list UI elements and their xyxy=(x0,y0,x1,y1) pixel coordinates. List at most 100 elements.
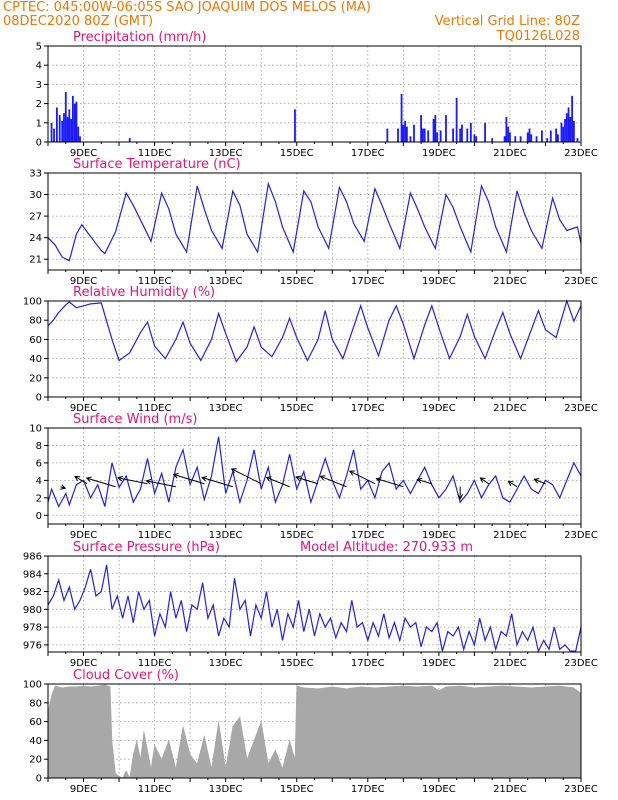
precip-bar xyxy=(567,107,570,142)
precip-bar xyxy=(58,115,61,142)
precip-bar xyxy=(452,128,454,142)
x-tick-label: 13DEC xyxy=(209,530,243,541)
precip-bar xyxy=(572,120,575,142)
wind-arrow xyxy=(265,476,290,488)
x-tick-label: 9DEC xyxy=(70,784,97,795)
precip-bar xyxy=(55,107,58,142)
y-tick-label: 3 xyxy=(36,80,42,91)
x-tick-label: 9DEC xyxy=(70,658,97,669)
series-line-3 xyxy=(47,299,582,363)
y-tick-label: 4 xyxy=(36,476,42,487)
x-tick-label: 11DEC xyxy=(138,658,172,669)
precip-bar xyxy=(528,128,531,142)
precip-bar xyxy=(555,128,558,142)
x-tick-label: 17DEC xyxy=(351,530,385,541)
y-tick-label: 4 xyxy=(36,61,42,72)
precip-bar xyxy=(541,130,543,142)
x-tick-label: 17DEC xyxy=(351,276,385,287)
precip-bar xyxy=(491,138,494,142)
precip-bar xyxy=(535,136,538,142)
header-grid-note: Vertical Grid Line: 80Z xyxy=(434,14,580,29)
x-tick-label: 19DEC xyxy=(422,530,456,541)
x-tick-label: 19DEC xyxy=(422,658,456,669)
series-line-5 xyxy=(47,564,582,653)
precip-bar xyxy=(427,130,430,142)
precip-bar xyxy=(50,122,53,142)
wind-arrow xyxy=(60,484,67,490)
precip-bar xyxy=(576,138,579,142)
precip-bar xyxy=(434,115,437,142)
wind-arrow xyxy=(145,478,177,488)
y-tick-label: 2 xyxy=(36,99,42,110)
y-tick-label: 20 xyxy=(29,755,42,766)
precip-bar xyxy=(66,117,69,142)
precip-bar xyxy=(461,124,463,142)
x-tick-label: 17DEC xyxy=(351,784,385,795)
x-tick-label: 13DEC xyxy=(209,658,243,669)
y-tick-label: 0 xyxy=(36,511,42,522)
x-tick-label: 9DEC xyxy=(70,530,97,541)
precip-bar xyxy=(459,128,462,142)
model-altitude-note: Model Altitude: 270.933 m xyxy=(300,540,473,555)
precip-bar xyxy=(75,101,78,142)
x-tick-label: 23DEC xyxy=(564,530,598,541)
x-tick-label: 9DEC xyxy=(70,403,97,414)
panel-title-2: Surface Temperature (nC) xyxy=(73,157,241,172)
precip-bar xyxy=(71,95,74,142)
panel-frame xyxy=(47,555,582,653)
panel-6: Cloud Cover (%) 0 20 40 60 80 100 9DEC 11DEC 13DE… xyxy=(23,668,598,795)
x-tick-label: 21DEC xyxy=(493,658,527,669)
precip-bar xyxy=(432,118,435,142)
precip-bar xyxy=(473,134,476,142)
x-tick-label: 23DEC xyxy=(564,403,598,414)
x-tick-label: 13DEC xyxy=(209,276,243,287)
y-tick-label: 984 xyxy=(23,569,42,580)
panel-3: Relative Humidity (%) 0 20 40 60 80 100 9DEC 11D… xyxy=(23,285,598,414)
y-tick-label: 60 xyxy=(29,335,42,346)
series-line-4 xyxy=(47,436,582,508)
precip-bar xyxy=(420,115,422,142)
x-tick-label: 15DEC xyxy=(280,403,314,414)
wind-arrow xyxy=(201,476,233,488)
x-tick-label: 23DEC xyxy=(564,784,598,795)
y-tick-label: 40 xyxy=(29,354,42,365)
x-tick-label: 11DEC xyxy=(138,403,172,414)
precip-bar xyxy=(549,130,552,142)
precip-bar xyxy=(436,132,438,142)
y-tick-label: 982 xyxy=(23,587,42,598)
y-tick-label: 33 xyxy=(29,169,42,180)
precip-bar xyxy=(507,126,510,142)
y-tick-label: 0 xyxy=(36,138,42,149)
x-tick-label: 23DEC xyxy=(564,148,598,159)
precip-bar xyxy=(402,124,405,142)
wind-arrow xyxy=(479,477,489,485)
x-tick-label: 19DEC xyxy=(422,784,456,795)
x-tick-label: 23DEC xyxy=(564,658,598,669)
precip-bar xyxy=(469,122,472,142)
y-tick-label: 986 xyxy=(23,552,42,563)
header-run-date: 08DEC2020 80Z (GMT) xyxy=(3,14,154,29)
panel-2: Surface Temperature (nC) 21 24 27 30 33 9DEC 11… xyxy=(29,157,598,287)
precip-bar xyxy=(530,134,533,142)
precip-bar xyxy=(564,118,566,142)
x-tick-label: 21DEC xyxy=(493,148,527,159)
precip-bar xyxy=(70,118,72,142)
y-tick-label: 8 xyxy=(36,441,42,452)
precip-bar xyxy=(73,103,76,142)
wind-arrow xyxy=(85,476,116,488)
x-tick-label: 17DEC xyxy=(351,148,385,159)
precip-bar xyxy=(466,128,469,142)
precip-bar xyxy=(413,124,415,142)
y-tick-label: 100 xyxy=(23,680,42,691)
x-tick-label: 11DEC xyxy=(138,148,172,159)
precip-bar xyxy=(526,132,529,142)
precip-bar xyxy=(475,136,478,142)
y-tick-label: 100 xyxy=(23,297,42,308)
header-station: CPTEC: 045:00W-06:05S SAO JOAQUIM DOS ME… xyxy=(3,0,371,15)
x-tick-label: 21DEC xyxy=(493,276,527,287)
x-tick-label: 11DEC xyxy=(138,530,172,541)
precip-bar xyxy=(565,113,568,142)
y-tick-label: 21 xyxy=(29,255,42,266)
wind-arrow xyxy=(230,468,262,485)
precip-bar xyxy=(63,113,65,142)
